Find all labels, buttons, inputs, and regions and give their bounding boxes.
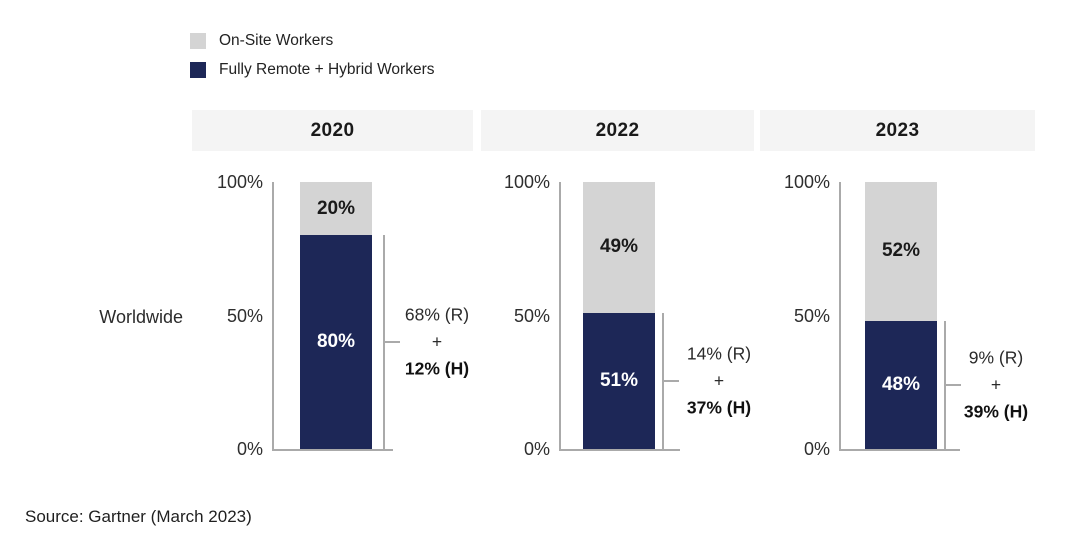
year-label: 2022 (595, 119, 640, 141)
annotation-plus-line: + (990, 374, 1002, 395)
legend-label-onsite: On-Site Workers (219, 32, 334, 49)
annotation-remote-line: 9% (R) (968, 347, 1024, 368)
annotation-hybrid-line: 12% (H) (404, 358, 470, 379)
x-baseline (272, 449, 393, 451)
year-panel-2023: 2023 100% 50% 0% 52% 48% 9% (R) + 39% (H… (760, 110, 1035, 480)
legend-item-remote-hybrid: Fully Remote + Hybrid Workers (190, 61, 435, 78)
y-axis-line (839, 182, 841, 451)
bar-value-label-onsite: 20% (316, 197, 356, 219)
onsite-swatch-icon (190, 33, 206, 49)
bracket-line (383, 235, 385, 451)
year-panel-2022: 2022 100% 50% 0% 49% 51% 14% (R) + 37% (… (481, 110, 754, 480)
y-axis-line (272, 182, 274, 451)
annotation-remote-hybrid-breakdown: 14% (R) + 37% (H) (639, 340, 799, 421)
y-tick-0: 0% (803, 439, 830, 459)
bar-segment-remote-hybrid: 48% (865, 320, 937, 449)
annotation-remote-line: 14% (R) (686, 343, 752, 364)
annotation-remote-line: 68% (R) (404, 304, 470, 325)
y-axis-line (559, 182, 561, 451)
bar-segment-onsite: 52% (865, 182, 937, 321)
bar-value-label-onsite: 52% (881, 240, 921, 262)
y-tick-50: 50% (226, 306, 263, 326)
annotation-remote-hybrid-breakdown: 9% (R) + 39% (H) (916, 344, 1076, 425)
bracket-tick (383, 341, 400, 344)
annotation-hybrid-line: 37% (H) (686, 397, 752, 418)
bar-segment-remote-hybrid: 51% (583, 312, 655, 449)
legend-label-remote-hybrid: Fully Remote + Hybrid Workers (219, 61, 435, 78)
legend-item-onsite: On-Site Workers (190, 32, 434, 49)
annotation-remote-hybrid-breakdown: 68% (R) + 12% (H) (357, 302, 517, 383)
year-header: 2020 (192, 110, 473, 151)
x-baseline (839, 449, 960, 451)
bar-segment-remote-hybrid: 80% (300, 235, 372, 449)
y-tick-100: 100% (216, 172, 263, 192)
bracket-tick (944, 383, 961, 386)
bar-value-label-remote-hybrid: 51% (599, 369, 639, 391)
y-tick-100: 100% (503, 172, 550, 192)
bracket-tick (662, 379, 679, 382)
y-tick-0: 0% (236, 439, 263, 459)
year-header: 2023 (760, 110, 1035, 151)
year-panel-2020: 2020 100% 50% 0% 20% 80% 68% (R) + 12% (… (192, 110, 473, 480)
source-note: Source: Gartner (March 2023) (25, 507, 252, 526)
year-label: 2023 (875, 119, 920, 141)
bar-value-label-remote-hybrid: 80% (316, 331, 356, 353)
x-baseline (559, 449, 680, 451)
row-label-worldwide: Worldwide (99, 307, 183, 327)
annotation-plus-line: + (431, 331, 443, 352)
bar-segment-onsite: 49% (583, 182, 655, 313)
bar-segment-onsite: 20% (300, 182, 372, 236)
legend: On-Site Workers Fully Remote + Hybrid Wo… (190, 32, 435, 91)
bracket-line (944, 320, 946, 451)
year-label: 2020 (310, 119, 355, 141)
y-tick-50: 50% (513, 306, 550, 326)
y-tick-100: 100% (783, 172, 830, 192)
annotation-plus-line: + (713, 370, 725, 391)
bar-value-label-onsite: 49% (599, 236, 639, 258)
bar-value-label-remote-hybrid: 48% (881, 373, 921, 395)
y-tick-0: 0% (523, 439, 550, 459)
year-header: 2022 (481, 110, 754, 151)
remote-hybrid-swatch-icon (190, 62, 206, 78)
y-tick-50: 50% (793, 306, 830, 326)
bracket-line (662, 312, 664, 451)
annotation-hybrid-line: 39% (H) (963, 401, 1029, 422)
